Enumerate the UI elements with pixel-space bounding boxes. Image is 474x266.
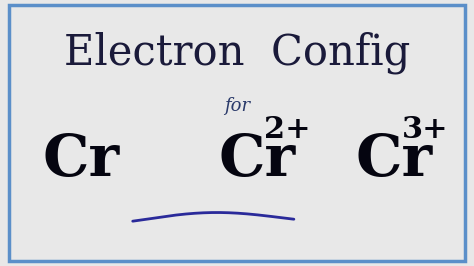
- Text: for: for: [224, 97, 250, 115]
- Text: Electron  Config: Electron Config: [64, 32, 410, 74]
- Text: 2+: 2+: [264, 114, 311, 144]
- Text: 3+: 3+: [402, 114, 448, 144]
- Text: Cr: Cr: [42, 132, 119, 188]
- Text: Cr: Cr: [356, 132, 433, 188]
- Text: Cr: Cr: [218, 132, 295, 188]
